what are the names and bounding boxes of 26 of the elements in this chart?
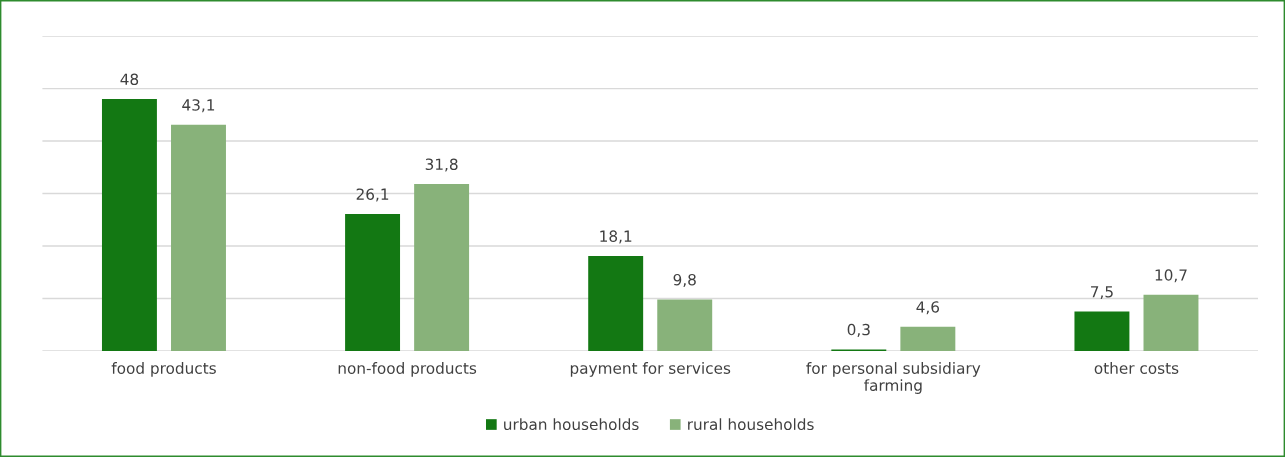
bar bbox=[1074, 311, 1130, 351]
bar bbox=[657, 299, 713, 351]
data-label: 7,5 bbox=[1091, 286, 1113, 300]
bar bbox=[414, 184, 470, 351]
x-tick-label: payment for services bbox=[570, 362, 731, 377]
data-label: 0,3 bbox=[847, 323, 870, 337]
x-tick-label: non-food products bbox=[338, 362, 477, 377]
bar bbox=[900, 326, 956, 351]
bar bbox=[345, 214, 401, 351]
bar bbox=[1143, 294, 1199, 351]
data-label: 31,8 bbox=[425, 158, 458, 172]
x-tick-label: for personal subsidiary farming bbox=[806, 362, 981, 394]
bar bbox=[588, 255, 644, 351]
data-label: 4,6 bbox=[916, 301, 940, 315]
bar bbox=[171, 124, 226, 351]
x-tick-label: other costs bbox=[1094, 362, 1179, 374]
legend-label: urban households bbox=[504, 418, 639, 431]
bar bbox=[101, 99, 157, 351]
x-tick-label: food products bbox=[111, 362, 216, 377]
data-label: 9,8 bbox=[673, 273, 696, 288]
data-label: 48 bbox=[120, 73, 139, 86]
data-label: 18,1 bbox=[600, 230, 632, 244]
data-label: 26,1 bbox=[356, 188, 389, 202]
data-label: 43,1 bbox=[182, 99, 215, 113]
legend-label: rural households bbox=[688, 418, 814, 431]
data-label: 10,7 bbox=[1155, 269, 1187, 283]
